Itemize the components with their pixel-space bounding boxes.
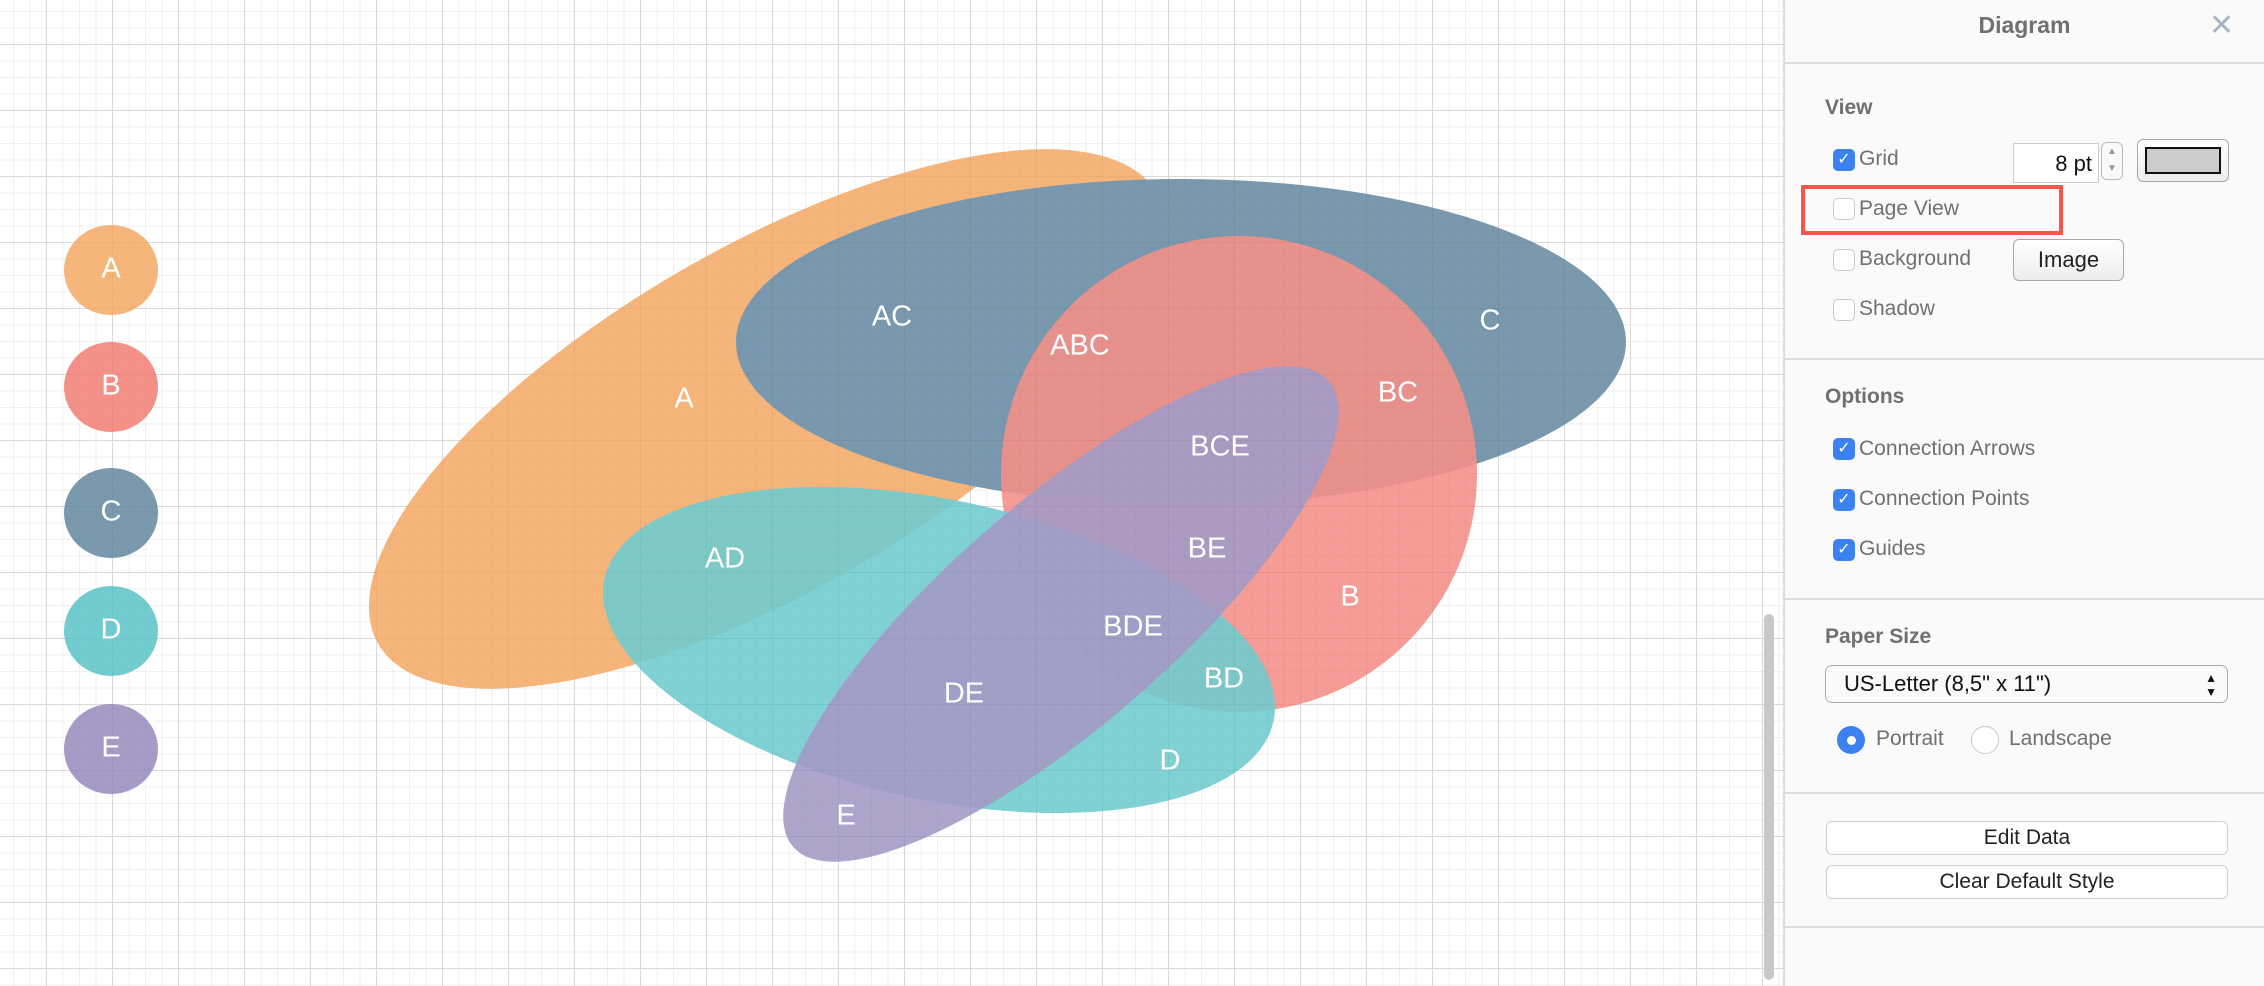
- grid-color-button[interactable]: [2137, 139, 2229, 182]
- divider: [1785, 358, 2264, 360]
- region-label-be: BE: [1188, 533, 1227, 565]
- page-view-label: Page View: [1859, 197, 1960, 220]
- paper-size-value: US-Letter (8,5" x 11"): [1844, 671, 2052, 696]
- clear-default-style-button[interactable]: Clear Default Style: [1826, 865, 2228, 899]
- region-label-c: C: [1480, 305, 1501, 337]
- edit-data-button[interactable]: Edit Data: [1826, 821, 2228, 855]
- region-label-a: A: [674, 383, 694, 415]
- page-view-highlight: [1801, 185, 2063, 235]
- shadow-label: Shadow: [1859, 297, 1935, 320]
- region-label-b: B: [1340, 581, 1359, 613]
- legend-label-b: B: [101, 370, 120, 402]
- region-label-ad: AD: [705, 543, 745, 575]
- divider: [1785, 62, 2264, 64]
- legend-label-e: E: [101, 732, 120, 764]
- region-label-bd: BD: [1204, 663, 1244, 695]
- region-label-bde: BDE: [1103, 611, 1163, 643]
- legend-label-c: C: [101, 496, 122, 528]
- portrait-label: Portrait: [1876, 727, 1944, 750]
- legend-shape-e[interactable]: [64, 704, 158, 794]
- landscape-label: Landscape: [2009, 727, 2112, 750]
- connection-points-label: Connection Points: [1859, 487, 2030, 510]
- region-label-abc: ABC: [1050, 330, 1110, 362]
- panel-title: Diagram: [1978, 12, 2071, 38]
- select-arrows-icon: ▲ ▼: [2205, 671, 2217, 699]
- divider: [1785, 792, 2264, 794]
- shadow-checkbox[interactable]: [1833, 299, 1855, 321]
- legend-shape-b[interactable]: [64, 342, 158, 432]
- portrait-radio[interactable]: [1837, 726, 1865, 754]
- legend-shape-c[interactable]: [64, 468, 158, 558]
- guides-label: Guides: [1859, 537, 1926, 560]
- connection-points-checkbox[interactable]: ✓: [1833, 489, 1855, 511]
- connection-arrows-checkbox[interactable]: ✓: [1833, 438, 1855, 460]
- format-panel: Diagram ✕ View ✓ Grid 8 pt ▲ ▼ Page View …: [1783, 0, 2264, 986]
- paper-size-heading: Paper Size: [1825, 625, 1932, 648]
- legend-shape-a[interactable]: [64, 225, 158, 315]
- set-e-ellipse[interactable]: [720, 297, 1403, 932]
- paper-size-select[interactable]: US-Letter (8,5" x 11") ▲ ▼: [1825, 665, 2228, 703]
- vertical-scrollbar[interactable]: [1764, 614, 1774, 980]
- region-label-de: DE: [944, 678, 984, 710]
- divider: [1785, 926, 2264, 928]
- legend-label-d: D: [101, 614, 122, 646]
- background-label: Background: [1859, 247, 1972, 270]
- grid-label: Grid: [1859, 147, 1899, 170]
- grid-size-input[interactable]: 8 pt: [2013, 143, 2099, 183]
- page-view-checkbox[interactable]: [1833, 198, 1855, 220]
- close-icon[interactable]: ✕: [2209, 9, 2235, 42]
- region-label-d: D: [1160, 745, 1181, 777]
- connection-arrows-label: Connection Arrows: [1859, 437, 2036, 460]
- view-heading: View: [1825, 96, 1873, 119]
- background-image-button[interactable]: Image: [2013, 239, 2124, 281]
- legend-shape-d[interactable]: [64, 586, 158, 676]
- legend-label-a: A: [101, 253, 121, 285]
- guides-checkbox[interactable]: ✓: [1833, 539, 1855, 561]
- region-label-ac: AC: [872, 301, 912, 333]
- region-label-e: E: [836, 800, 855, 832]
- region-label-bc: BC: [1378, 377, 1418, 409]
- grid-checkbox[interactable]: ✓: [1833, 149, 1855, 171]
- region-label-bce: BCE: [1190, 431, 1250, 463]
- background-checkbox[interactable]: [1833, 249, 1855, 271]
- grid-size-stepper[interactable]: ▲ ▼: [2101, 142, 2123, 180]
- landscape-radio[interactable]: [1971, 726, 1999, 754]
- divider: [1785, 598, 2264, 600]
- options-heading: Options: [1825, 385, 1905, 408]
